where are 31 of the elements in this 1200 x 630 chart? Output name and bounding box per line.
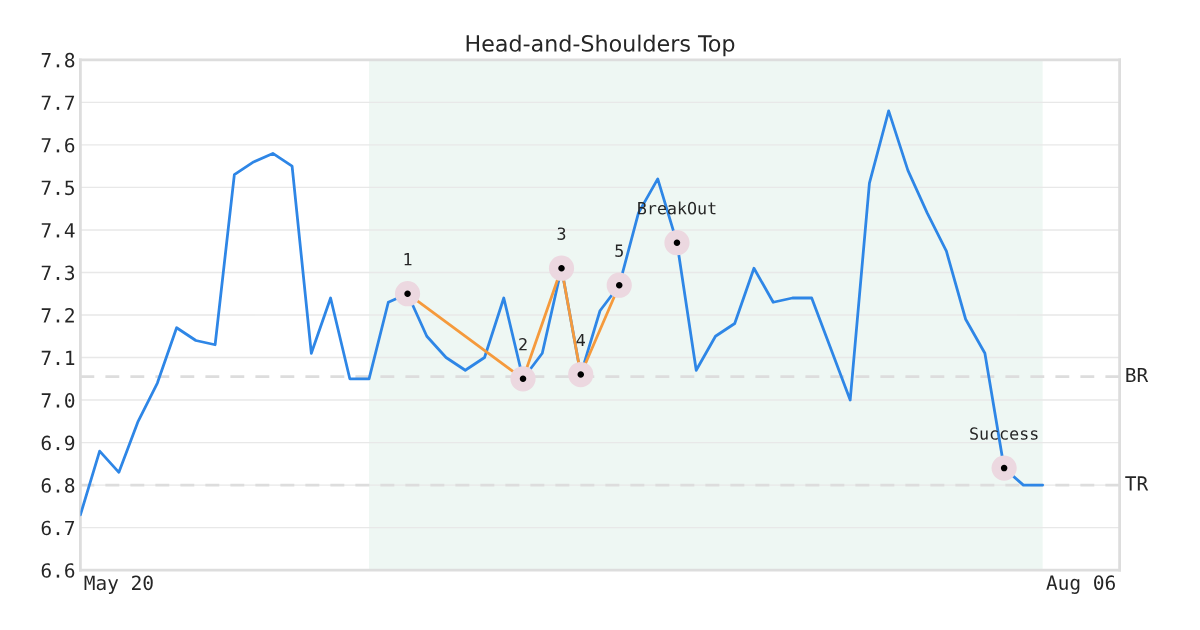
point (394, 281, 421, 307)
y-tick-label: 6.7 (41, 520, 75, 536)
y-tick-label: 6.9 (41, 435, 75, 451)
annotation: 1 (404, 253, 412, 266)
y-tick-label: 7.3 (41, 265, 75, 281)
y-tick-label: 7.5 (41, 180, 74, 196)
ref-line-label: BR (1126, 367, 1149, 383)
line-series (80, 109, 1045, 517)
y-tick-label: 6.8 (41, 478, 75, 493)
chart-title: Head-and-Shoulders Top (466, 34, 735, 57)
x-tick-label: May 20 (84, 575, 153, 594)
y-tick-label: 7.4 (41, 223, 75, 238)
annotation: 5 (615, 244, 623, 257)
point (548, 255, 575, 281)
point (510, 366, 536, 392)
annotation: 3 (557, 227, 566, 240)
annotation: 4 (576, 333, 585, 347)
y-tick-label: 7.1 (41, 350, 75, 365)
ref-line-label: TR (1125, 476, 1149, 491)
y-tick-label: 7.7 (41, 95, 75, 110)
point (568, 361, 594, 388)
y-tick-label: 7.2 (41, 308, 74, 323)
point (664, 230, 690, 256)
y-tick-label: 7.6 (41, 137, 75, 153)
point (991, 455, 1017, 481)
point (606, 272, 632, 298)
y-tick-label: 7.0 (41, 393, 75, 408)
y-tick-label: 7.8 (41, 52, 75, 68)
y-tick-label: 6.6 (41, 563, 75, 578)
annotation: 2 (519, 337, 527, 351)
x-tick-label: Aug 06 (1046, 575, 1115, 594)
